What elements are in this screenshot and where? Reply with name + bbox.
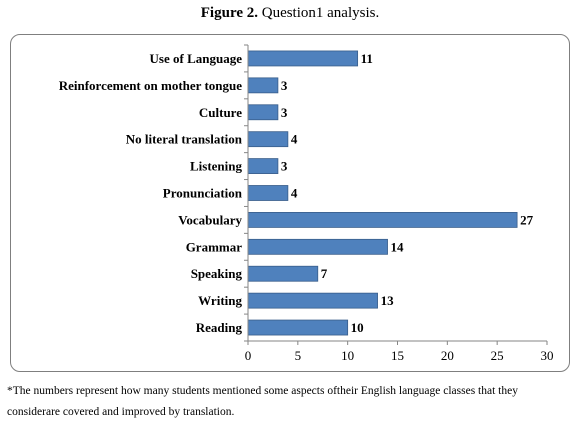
category-label: Writing bbox=[198, 293, 242, 308]
x-tick-label: 25 bbox=[491, 348, 504, 363]
chart-frame: Use of Language 11 Reinforcement on mother… bbox=[10, 34, 570, 372]
bar bbox=[247, 238, 388, 255]
bar bbox=[247, 104, 279, 121]
bar bbox=[247, 158, 279, 174]
x-tick-label: 0 bbox=[245, 348, 252, 363]
category-label: Grammar bbox=[186, 239, 243, 254]
x-tick-label: 30 bbox=[541, 348, 554, 363]
category-label: Use of Language bbox=[150, 51, 243, 66]
figure-caption-text: Question1 analysis. bbox=[257, 5, 380, 21]
category-label: Vocabulary bbox=[178, 212, 242, 227]
x-tick-label: 10 bbox=[341, 348, 354, 363]
category-label: No literal translation bbox=[126, 132, 243, 147]
bar bbox=[247, 319, 349, 336]
category-label: Reading bbox=[196, 320, 243, 335]
category-label: Pronunciation bbox=[163, 186, 243, 201]
bar bbox=[247, 185, 289, 201]
data-label: 10 bbox=[351, 320, 364, 335]
footnote: *The numbers represent how many students… bbox=[7, 381, 573, 423]
bar bbox=[247, 50, 359, 67]
x-tick-label: 15 bbox=[391, 348, 404, 363]
bar bbox=[247, 212, 518, 228]
footnote-line-2: considerare covered and improved by tran… bbox=[7, 406, 235, 418]
x-tick-label: 20 bbox=[441, 348, 454, 363]
category-label: Reinforcement on mother tongue bbox=[59, 78, 243, 93]
data-label: 13 bbox=[381, 293, 395, 308]
footnote-line-1: *The numbers represent how many students… bbox=[7, 385, 518, 397]
bar bbox=[247, 77, 279, 94]
category-label: Culture bbox=[199, 105, 242, 120]
bar bbox=[247, 131, 289, 148]
bar bbox=[247, 292, 378, 309]
category-label: Listening bbox=[190, 159, 243, 174]
data-label: 14 bbox=[391, 239, 405, 254]
data-label: 4 bbox=[291, 186, 298, 201]
figure-label: Figure 2. bbox=[200, 5, 258, 21]
figure-caption: Figure 2. Question1 analysis. bbox=[0, 5, 580, 22]
data-label: 3 bbox=[281, 159, 288, 174]
data-label: 3 bbox=[281, 105, 288, 120]
category-label: Speaking bbox=[191, 266, 243, 281]
data-label: 11 bbox=[361, 51, 373, 66]
data-label: 27 bbox=[520, 212, 534, 227]
bar-chart: Use of Language 11 Reinforcement on mother… bbox=[59, 44, 554, 363]
data-label: 7 bbox=[321, 266, 328, 281]
bar bbox=[247, 265, 319, 282]
data-label: 3 bbox=[281, 78, 288, 93]
data-label: 4 bbox=[291, 132, 298, 147]
x-tick-label: 5 bbox=[295, 348, 302, 363]
